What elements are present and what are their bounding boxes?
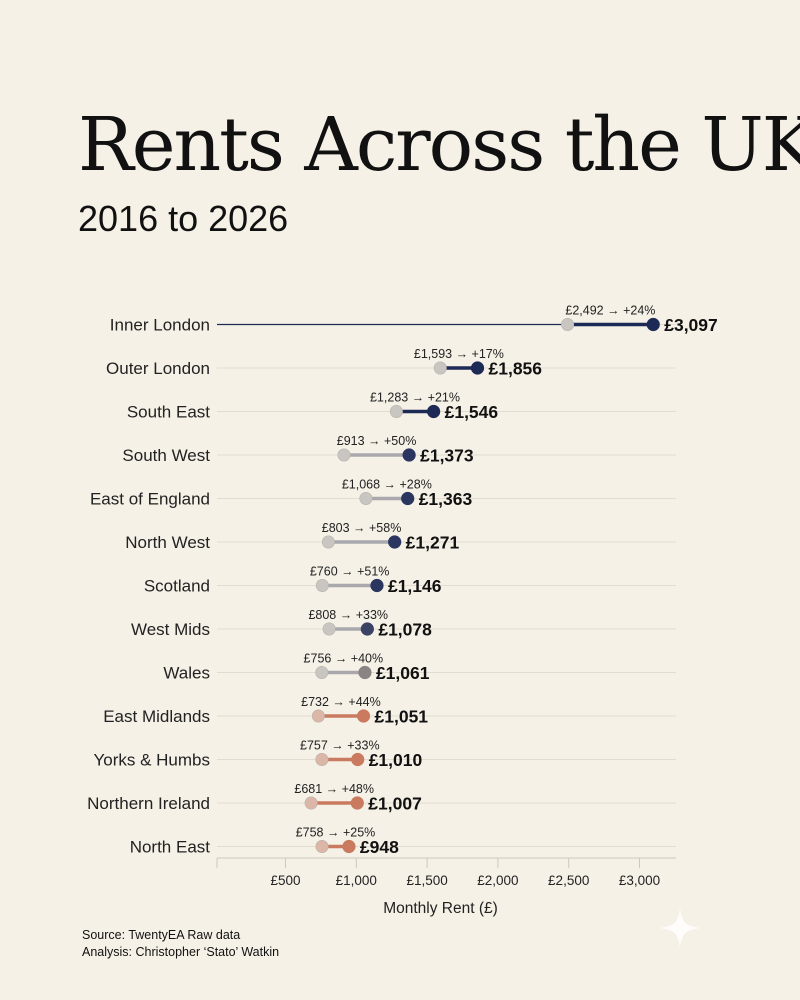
start-point (315, 839, 329, 853)
end-point (427, 404, 441, 419)
start-point (315, 752, 329, 766)
region-label: North West (125, 533, 210, 552)
chart-footer: Source: TwentyEA Raw data Analysis: Chri… (82, 927, 279, 961)
change-annotation: £757 → +33% (300, 739, 380, 753)
sparkle-icon (660, 908, 700, 948)
end-point (342, 839, 356, 854)
start-point (433, 361, 447, 375)
end-point (356, 709, 371, 723)
end-value-label: £1,363 (419, 489, 473, 509)
x-axis-title: Monthly Rent (£) (383, 900, 498, 917)
start-point (561, 317, 575, 331)
change-annotation: £808 → +33% (308, 608, 388, 622)
end-point (360, 622, 374, 636)
end-value-label: £1,010 (369, 750, 423, 770)
start-point (304, 796, 318, 810)
region-label: Wales (163, 664, 210, 683)
source-note: Source: TwentyEA Raw data (82, 928, 241, 942)
end-point (351, 752, 365, 767)
end-value-label: £3,097 (664, 315, 718, 335)
end-point (350, 796, 364, 810)
x-tick-label: £2,000 (477, 873, 518, 888)
change-annotation: £913 → +50% (337, 434, 417, 448)
region-label: North East (130, 838, 211, 857)
start-point (311, 709, 325, 723)
start-point (359, 491, 373, 505)
x-tick-label: £2,500 (548, 873, 589, 888)
chart-title: Rents Across the UK (78, 102, 800, 188)
chart-subtitle: 2016 to 2026 (78, 198, 289, 239)
start-point (315, 578, 329, 592)
end-point (388, 535, 402, 549)
change-annotation: £803 → +58% (322, 521, 402, 535)
region-label: South West (122, 446, 210, 465)
start-point (389, 404, 403, 418)
x-tick-label: £500 (270, 873, 300, 888)
change-annotation: £756 → +40% (304, 652, 384, 666)
change-annotation: £2,492 → +24% (565, 304, 655, 318)
region-label: East of England (90, 490, 210, 509)
change-annotation: £732 → +44% (301, 695, 381, 709)
region-label: Inner London (110, 316, 210, 335)
start-point (337, 448, 351, 462)
end-value-label: £1,373 (420, 446, 474, 466)
x-tick-label: £1,000 (336, 873, 377, 888)
x-tick-label: £1,500 (406, 873, 447, 888)
region-label: Yorks & Humbs (93, 751, 210, 770)
analysis-note: Analysis: Christopher ‘Stato’ Watkin (82, 945, 280, 959)
start-point (321, 535, 335, 549)
end-value-label: £1,051 (375, 707, 429, 727)
change-annotation: £1,283 → +21% (370, 391, 460, 405)
end-value-label: £1,146 (388, 576, 442, 596)
region-label: East Midlands (103, 707, 210, 726)
region-label: Scotland (144, 577, 210, 596)
x-tick-label: £3,000 (619, 873, 660, 888)
start-point (315, 665, 329, 679)
change-annotation: £681 → +48% (294, 782, 374, 796)
end-point (402, 448, 416, 462)
region-label: West Mids (131, 620, 210, 639)
end-value-label: £1,856 (489, 359, 543, 379)
end-point (470, 361, 485, 375)
change-annotation: £760 → +51% (310, 565, 390, 579)
start-point (322, 622, 336, 636)
end-value-label: £1,271 (406, 533, 460, 553)
end-value-label: £1,061 (376, 663, 430, 683)
change-annotation: £1,068 → +28% (342, 478, 432, 492)
end-point (370, 578, 384, 593)
end-value-label: £1,007 (368, 794, 422, 814)
end-point (401, 491, 415, 506)
end-value-label: £1,078 (378, 620, 432, 640)
change-annotation: £1,593 → +17% (414, 347, 504, 361)
change-annotation: £758 → +25% (296, 826, 376, 840)
end-point (646, 317, 660, 332)
region-label: Outer London (106, 359, 210, 378)
end-value-label: £948 (360, 837, 399, 857)
end-point (358, 665, 372, 680)
end-value-label: £1,546 (445, 402, 499, 422)
region-label: South East (127, 403, 210, 422)
region-label: Northern Ireland (87, 794, 210, 813)
